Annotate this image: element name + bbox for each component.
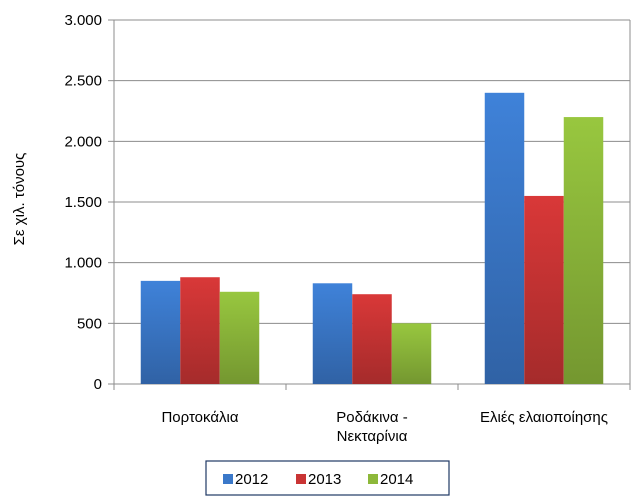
legend-label: 2014 (380, 471, 413, 488)
y-axis: 0 500 1.000 1.500 2.000 2.500 3.000 (64, 12, 115, 393)
y-tick-label: 2.500 (64, 73, 102, 90)
x-category-label: Πορτοκάλια (161, 409, 238, 426)
y-axis-label: Σε χιλ. τόνους (11, 153, 28, 246)
bar-2014-2 (563, 117, 604, 385)
y-tick-label: 2.000 (64, 133, 102, 150)
legend-swatch-2014 (368, 474, 378, 484)
legend-box (205, 460, 450, 496)
legend-swatch-2012 (223, 474, 233, 484)
y-tick-label: 0 (94, 376, 102, 393)
y-tick-label: 1.000 (64, 255, 102, 272)
y-tick-label: 3.000 (64, 12, 102, 29)
bar-2012-1 (312, 283, 353, 384)
bars (140, 92, 604, 385)
y-tick-label: 500 (77, 315, 102, 332)
x-category-label: Ελιές ελαιοποίησης (480, 409, 608, 426)
bar-2013-1 (352, 294, 392, 384)
bar-2014-1 (391, 323, 432, 384)
legend: 2012 2013 2014 (205, 460, 450, 496)
bar-2013-0 (180, 277, 220, 384)
y-tick-label: 1.500 (64, 194, 102, 211)
bar-2012-2 (484, 92, 525, 385)
x-category-label: Ροδάκινα -Νεκταρίνια (336, 409, 408, 445)
bar-2012-0 (140, 280, 181, 384)
legend-swatch-2013 (296, 474, 306, 484)
bar-2014-0 (219, 291, 260, 384)
legend-label: 2012 (235, 471, 268, 488)
legend-label: 2013 (308, 471, 341, 488)
bar-2013-2 (524, 195, 564, 384)
x-axis: Πορτοκάλια Ροδάκινα -Νεκταρίνια Ελιές ελαι… (113, 384, 631, 445)
